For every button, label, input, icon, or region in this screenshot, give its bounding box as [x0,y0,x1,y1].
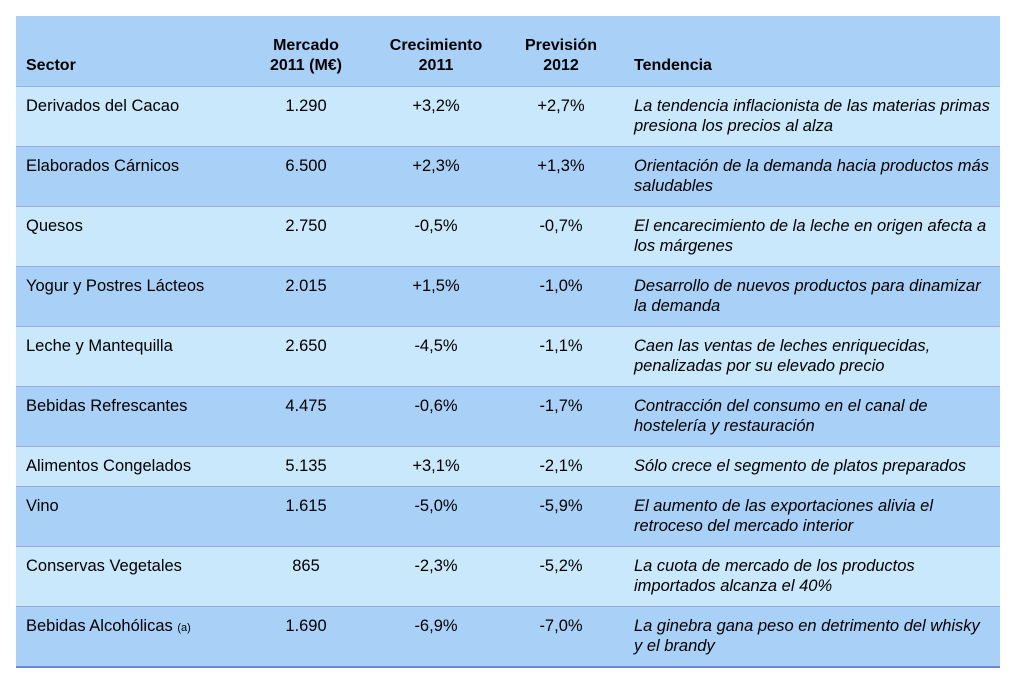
cell-growth: -0,6% [374,386,498,447]
cell-trend: Orientación de la demanda hacia producto… [624,146,1000,207]
header-forecast-line2: 2012 [543,57,579,74]
header-forecast: Previsión 2012 [498,16,624,87]
cell-growth: -2,3% [374,546,498,607]
cell-sector: Quesos [16,206,238,267]
table-row: Elaborados Cárnicos 6.500 +2,3% +1,3% Or… [16,146,1000,207]
sector-name: Leche y Mantequilla [26,337,173,355]
cell-growth: -0,5% [374,206,498,267]
cell-trend: El encarecimiento de la leche en origen … [624,206,1000,267]
table-row: Leche y Mantequilla 2.650 -4,5% -1,1% Ca… [16,326,1000,387]
cell-sector: Vino [16,486,238,547]
cell-market: 5.135 [238,446,374,487]
table-row: Quesos 2.750 -0,5% -0,7% El encarecimien… [16,206,1000,267]
cell-trend: El aumento de las exportaciones alivia e… [624,486,1000,547]
cell-trend: La tendencia inflacionista de las materi… [624,86,1000,147]
table-row: Vino 1.615 -5,0% -5,9% El aumento de las… [16,486,1000,547]
header-growth-line1: Crecimiento [389,37,483,54]
cell-trend: Contracción del consumo en el canal de h… [624,386,1000,447]
cell-forecast: -2,1% [498,446,624,487]
cell-growth: +3,1% [374,446,498,487]
cell-trend: Caen las ventas de leches enriquecidas, … [624,326,1000,387]
header-market-line1: Mercado [273,37,339,54]
cell-growth: +1,5% [374,266,498,327]
header-sector: Sector [16,16,238,87]
cell-trend: La cuota de mercado de los productos imp… [624,546,1000,607]
header-growth: Crecimiento 2011 [374,16,498,87]
cell-sector: Leche y Mantequilla [16,326,238,387]
cell-market: 865 [238,546,374,607]
header-forecast-line1: Previsión [524,37,598,54]
cell-forecast: -0,7% [498,206,624,267]
cell-sector: Derivados del Cacao [16,86,238,147]
header-sector-label: Sector [26,57,76,74]
cell-growth: -6,9% [374,606,498,668]
cell-sector: Bebidas Alcohólicas (a) [16,606,238,668]
cell-market: 4.475 [238,386,374,447]
header-market: Mercado 2011 (M€) [238,16,374,87]
market-table: Sector Mercado 2011 (M€) Crecimiento 201… [16,16,1000,668]
sector-name: Elaborados Cárnicos [26,157,180,175]
cell-trend: Sólo crece el segmento de platos prepara… [624,446,1000,487]
cell-growth: -4,5% [374,326,498,387]
cell-growth: +2,3% [374,146,498,207]
table-row: Bebidas Alcohólicas (a) 1.690 -6,9% -7,0… [16,606,1000,668]
cell-market: 6.500 [238,146,374,207]
cell-forecast: -5,9% [498,486,624,547]
cell-market: 2.015 [238,266,374,327]
cell-sector: Bebidas Refrescantes [16,386,238,447]
table-row: Alimentos Congelados 5.135 +3,1% -2,1% S… [16,446,1000,487]
cell-sector: Alimentos Congelados [16,446,238,487]
cell-market: 2.650 [238,326,374,387]
cell-growth: +3,2% [374,86,498,147]
cell-trend: La ginebra gana peso en detrimento del w… [624,606,1000,668]
cell-forecast: -5,2% [498,546,624,607]
cell-trend: Desarrollo de nuevos productos para dina… [624,266,1000,327]
cell-sector: Yogur y Postres Lácteos [16,266,238,327]
footnote-marker: (a) [177,622,191,634]
cell-forecast: +2,7% [498,86,624,147]
header-trend-label: Tendencia [634,57,712,74]
sector-name: Alimentos Congelados [26,457,192,475]
table-row: Conservas Vegetales 865 -2,3% -5,2% La c… [16,546,1000,607]
sector-name: Bebidas Alcohólicas [26,617,173,635]
cell-sector: Elaborados Cárnicos [16,146,238,207]
cell-forecast: +1,3% [498,146,624,207]
table-row: Derivados del Cacao 1.290 +3,2% +2,7% La… [16,86,1000,147]
cell-forecast: -1,0% [498,266,624,327]
cell-market: 2.750 [238,206,374,267]
table-row: Yogur y Postres Lácteos 2.015 +1,5% -1,0… [16,266,1000,327]
cell-forecast: -1,1% [498,326,624,387]
cell-market: 1.690 [238,606,374,668]
table-header-row: Sector Mercado 2011 (M€) Crecimiento 201… [16,16,1000,87]
cell-market: 1.615 [238,486,374,547]
table-row: Bebidas Refrescantes 4.475 -0,6% -1,7% C… [16,386,1000,447]
sector-name: Conservas Vegetales [26,557,182,575]
cell-forecast: -1,7% [498,386,624,447]
sector-name: Vino [26,497,59,515]
header-growth-line2: 2011 [418,57,454,74]
header-trend: Tendencia [624,16,1000,87]
sector-name: Yogur y Postres Lácteos [26,277,205,295]
sector-name: Derivados del Cacao [26,97,180,115]
sector-name: Bebidas Refrescantes [26,397,188,415]
cell-market: 1.290 [238,86,374,147]
header-market-line2: 2011 (M€) [269,57,343,74]
sector-name: Quesos [26,217,83,235]
cell-growth: -5,0% [374,486,498,547]
cell-forecast: -7,0% [498,606,624,668]
cell-sector: Conservas Vegetales [16,546,238,607]
